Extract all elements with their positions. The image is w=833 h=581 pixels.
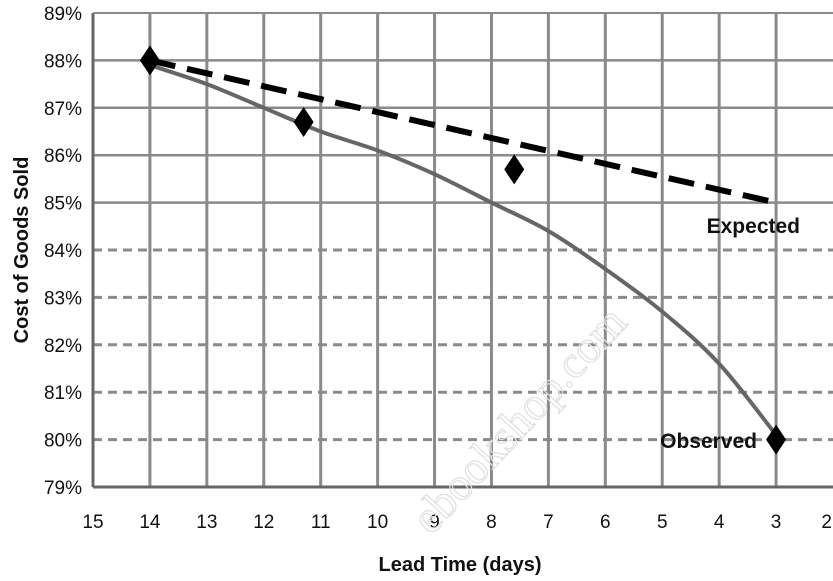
y-tick-label: 83% bbox=[44, 288, 82, 309]
y-tick-label: 79% bbox=[44, 478, 82, 499]
expected-series-line bbox=[149, 57, 777, 206]
tick-labels: 79% 80% 81% 82% 83% 84% 85% 86% 87% 88% 89% 15 14 13 1… bbox=[44, 4, 832, 533]
data-markers bbox=[139, 45, 787, 455]
grid bbox=[93, 13, 833, 487]
x-tick-label: 9 bbox=[429, 512, 440, 533]
y-tick-label: 88% bbox=[44, 51, 82, 72]
y-tick-label: 86% bbox=[44, 146, 82, 167]
x-tick-label: 15 bbox=[82, 512, 103, 533]
observed-label: Observed bbox=[660, 430, 757, 453]
y-tick-label: 84% bbox=[44, 241, 82, 262]
x-tick-label: 10 bbox=[367, 512, 388, 533]
data-point-marker bbox=[504, 154, 525, 185]
axes bbox=[91, 12, 833, 489]
watermark: ebookshop.com bbox=[401, 296, 636, 543]
x-tick-label: 13 bbox=[196, 512, 217, 533]
x-axis-title: Lead Time (days) bbox=[378, 554, 541, 576]
data-point-marker bbox=[293, 107, 314, 138]
x-tick-label: 8 bbox=[486, 512, 497, 533]
plot-area bbox=[149, 57, 778, 437]
y-tick-label: 82% bbox=[44, 336, 82, 357]
y-tick-label: 89% bbox=[44, 4, 82, 25]
x-tick-label: 11 bbox=[311, 512, 331, 533]
x-tick-label: 6 bbox=[600, 512, 611, 533]
y-tick-label: 80% bbox=[44, 431, 82, 452]
x-tick-label: 7 bbox=[543, 512, 554, 533]
data-point-marker bbox=[139, 45, 160, 76]
x-tick-label: 12 bbox=[253, 512, 274, 533]
y-tick-label: 81% bbox=[44, 383, 82, 404]
x-tick-label: 5 bbox=[657, 512, 668, 533]
y-tick-label: 87% bbox=[44, 99, 82, 120]
x-tick-label: 4 bbox=[714, 512, 725, 533]
expected-label: Expected bbox=[707, 215, 800, 238]
x-tick-label: 3 bbox=[771, 512, 782, 533]
x-tick-label: 2 bbox=[821, 512, 832, 533]
data-point-marker bbox=[766, 424, 787, 455]
x-tick-label: 14 bbox=[139, 512, 161, 533]
y-axis-title: Cost of Goods Sold bbox=[11, 157, 33, 344]
observed-series-line bbox=[149, 63, 778, 437]
y-tick-label: 85% bbox=[44, 194, 82, 215]
